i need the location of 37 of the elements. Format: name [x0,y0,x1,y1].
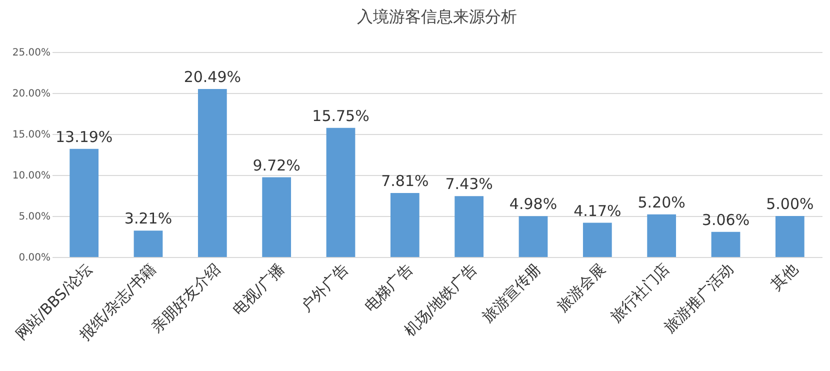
y-tick-label: 0.00% [18,252,50,264]
data-label: 3.21% [124,210,172,228]
x-tick-label: 其他 [767,260,802,294]
data-label: 5.00% [766,195,814,213]
y-tick-label: 25.00% [12,48,50,58]
x-tick-label: 旅游会展 [554,260,609,316]
data-label: 9.72% [252,156,300,174]
bar [390,192,420,257]
y-tick-label: 10.00% [12,170,50,182]
data-label: 4.17% [574,202,622,220]
y-tick-label: 15.00% [12,130,50,140]
data-label: 4.98% [509,195,558,214]
data-label: 7.81% [381,172,429,190]
chart-title: 入境游客信息来源分析 [357,7,517,26]
data-label: 20.49% [184,68,242,86]
x-tick-label: 户外广告 [296,260,352,316]
y-tick-label: 20.00% [12,88,50,100]
data-label: 13.19% [55,128,113,146]
x-tick-label: 电视/广播 [229,260,288,319]
data-label: 3.06% [702,210,750,229]
data-label: 7.43% [445,175,493,194]
data-label: 5.20% [638,193,686,212]
bar [198,88,227,257]
bar [711,232,740,257]
bar [647,214,676,257]
bar [262,177,292,257]
bar [775,216,804,257]
bar [518,216,548,257]
bar [326,128,356,257]
data-label: 15.75% [312,106,370,125]
y-tick-label: 5.00% [18,212,50,222]
bar [70,148,99,257]
x-tick-label: 旅游宣传册 [478,260,545,326]
bar [454,196,484,257]
bar [134,230,163,257]
bar [582,222,612,257]
x-tick-label: 电梯广告 [361,260,416,316]
